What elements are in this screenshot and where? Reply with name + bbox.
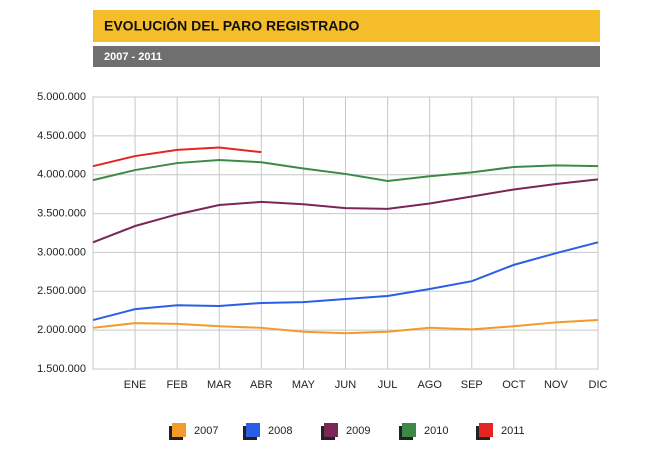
x-tick-label: SEP: [461, 379, 483, 391]
x-tick-label: FEB: [166, 379, 187, 391]
subtitle-bar: [93, 46, 600, 67]
legend-label: 2011: [501, 425, 525, 437]
x-tick-label: NOV: [544, 379, 569, 391]
legend-swatch: [172, 423, 186, 437]
legend-label: 2010: [424, 425, 448, 437]
x-tick-label: JUN: [335, 379, 356, 391]
x-tick-label: ENE: [124, 379, 147, 391]
x-tick-label: ABR: [250, 379, 273, 391]
legend-swatch: [479, 423, 493, 437]
chart-title: EVOLUCIÓN DEL PARO REGISTRADO: [104, 17, 360, 34]
x-tick-label: AGO: [417, 379, 442, 391]
chart-subtitle: 2007 - 2011: [104, 51, 162, 63]
y-tick-label: 2.500.000: [37, 285, 86, 297]
x-tick-label: MAR: [207, 379, 232, 391]
x-tick-label: JUL: [378, 379, 398, 391]
legend-label: 2009: [346, 425, 370, 437]
y-tick-label: 1.500.000: [37, 363, 86, 375]
x-tick-label: OCT: [502, 379, 526, 391]
legend-label: 2008: [268, 425, 292, 437]
y-tick-label: 5.000.000: [37, 91, 86, 103]
legend-label: 2007: [194, 425, 218, 437]
legend-swatch: [324, 423, 338, 437]
series-line: [92, 146, 262, 168]
series-line: [92, 241, 599, 322]
series-line: [92, 158, 599, 182]
y-tick-label: 3.500.000: [37, 207, 86, 219]
legend-swatch: [246, 423, 260, 437]
y-tick-label: 2.000.000: [37, 324, 86, 336]
series-line: [92, 319, 599, 335]
title-bar: [93, 10, 600, 42]
y-tick-label: 3.000.000: [37, 246, 86, 258]
x-tick-label: MAY: [292, 379, 316, 391]
legend-swatch: [402, 423, 416, 437]
y-tick-label: 4.500.000: [37, 130, 86, 142]
x-tick-label: DIC: [589, 379, 608, 391]
y-tick-label: 4.000.000: [37, 169, 86, 181]
series-line: [92, 178, 599, 244]
